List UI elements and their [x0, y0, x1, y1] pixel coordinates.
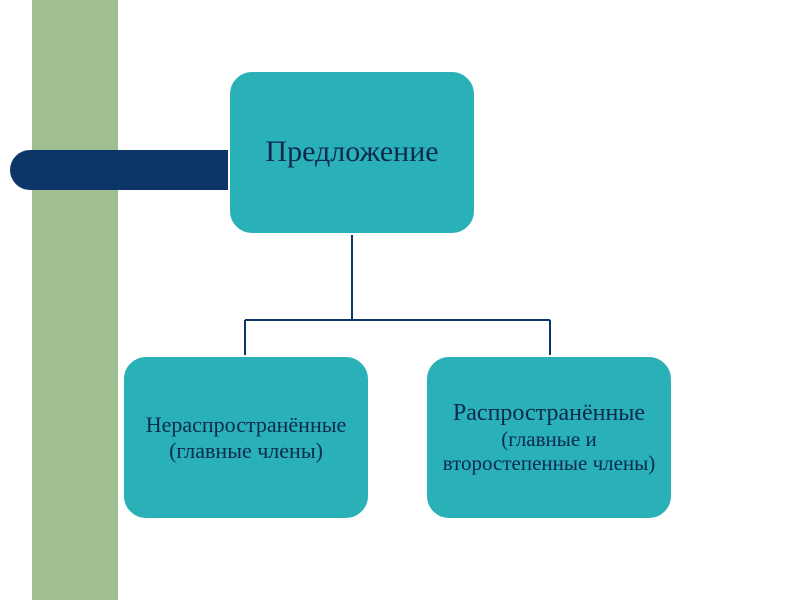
stage: Предложение Нераспространённые (главные … [0, 0, 800, 600]
child-left-title: Нераспространённые [146, 412, 347, 437]
child-node-left: Нераспространённые (главные члены) [122, 355, 370, 520]
root-node-title: Предложение [265, 135, 438, 170]
child-right-subtitle: (главные и второстепенные члены) [440, 427, 658, 475]
child-right-title: Распространённые [453, 400, 645, 428]
child-node-right: Распространённые (главные и второстепенн… [425, 355, 673, 520]
child-left-subtitle: (главные члены) [169, 438, 323, 463]
root-node: Предложение [228, 70, 476, 235]
